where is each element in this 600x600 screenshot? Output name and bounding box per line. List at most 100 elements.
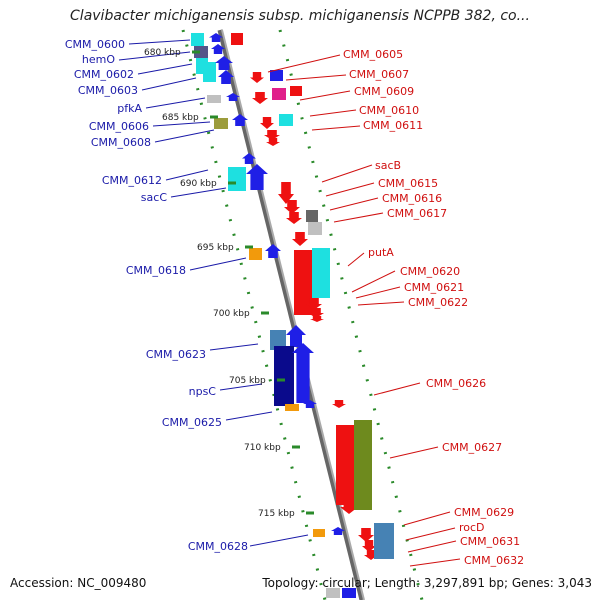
leader-line (351, 270, 396, 293)
leader-line (145, 97, 206, 109)
gene-box (214, 118, 228, 129)
forward-gene-label: CMM_0623 (146, 348, 206, 361)
forward-gene-label: CMM_0625 (162, 416, 222, 429)
reverse-gene-label: CMM_0615 (378, 177, 438, 190)
gene-box (249, 248, 262, 260)
leader-line (219, 383, 263, 391)
reverse-gene-label: CMM_0616 (382, 192, 442, 205)
gene-arrow (284, 200, 300, 214)
gene-box (308, 222, 322, 235)
gene-arrow (215, 56, 233, 70)
reverse-gene-label: rocD (459, 521, 485, 534)
reverse-gene-label: CMM_0605 (343, 48, 403, 61)
topology-text: Topology: circular; Length: 3,297,891 bp… (262, 576, 592, 590)
gene-box (313, 529, 325, 537)
reverse-gene-label: CMM_0622 (408, 296, 468, 309)
gene-arrow (332, 400, 346, 408)
gene-arrow (226, 93, 240, 101)
gene-box (312, 248, 330, 298)
gene-arrow (362, 540, 376, 552)
gene-box (228, 167, 246, 191)
leader-line (409, 558, 461, 567)
leader-line (225, 411, 273, 421)
leader-line (249, 534, 309, 547)
leader-line (333, 212, 384, 223)
forward-gene-label: hemO (82, 53, 115, 66)
gene-box (342, 588, 356, 598)
gene-box (207, 95, 221, 103)
leader-line (347, 252, 365, 267)
gene-arrow (340, 500, 358, 514)
gene-arrow (306, 298, 322, 310)
leader-line (141, 77, 197, 91)
leader-line (137, 63, 193, 75)
gene-arrow (278, 182, 294, 204)
gene-box (272, 88, 286, 100)
gene-box (270, 330, 286, 350)
gene-arrow (252, 92, 268, 104)
leader-line (285, 74, 347, 81)
scale-label: 710 kbp (244, 443, 281, 453)
leader-line (152, 121, 211, 127)
forward-gene-label: CMM_0612 (102, 174, 162, 187)
scale-label: 690 kbp (180, 179, 217, 189)
leader-line (311, 125, 361, 131)
leader-line (165, 169, 209, 181)
reverse-gene-label: CMM_0609 (354, 85, 414, 98)
scale-label: 700 kbp (213, 309, 250, 319)
reverse-gene-label: CMM_0627 (442, 441, 502, 454)
gene-box (194, 46, 208, 58)
leader-line (299, 90, 351, 101)
gene-arrow (264, 130, 280, 140)
gene-arrow (308, 308, 324, 318)
gene-box (336, 425, 356, 505)
gene-arrow (286, 325, 306, 347)
leader-line (325, 182, 375, 197)
gene-box (354, 420, 372, 510)
gene-box (274, 346, 294, 406)
gene-arrow (218, 70, 234, 84)
leader-line (154, 129, 215, 143)
gene-box (294, 250, 314, 315)
leader-lines (118, 39, 461, 567)
gene-arrow (250, 72, 264, 83)
forward-gene-label: CMM_0602 (74, 68, 134, 81)
reverse-gene-label: CMM_0626 (426, 377, 486, 390)
reverse-gene-label: sacB (375, 159, 401, 172)
reverse-gene-label: CMM_0610 (359, 104, 419, 117)
gene-arrow (232, 114, 248, 126)
gene-arrow (303, 400, 317, 408)
reverse-gene-label: CMM_0621 (404, 281, 464, 294)
accession-text: Accession: NC_009480 (10, 576, 147, 590)
reverse-gene-label: CMM_0611 (363, 119, 423, 132)
forward-gene-label: CMM_0628 (188, 540, 248, 553)
gene-arrow (292, 232, 308, 246)
forward-gene-label: CMM_0608 (91, 136, 151, 149)
gene-arrow (242, 153, 256, 164)
leader-line (189, 257, 247, 271)
leader-line (309, 109, 357, 117)
gene-box (231, 33, 243, 45)
reverse-gene-label: putA (368, 246, 394, 259)
leader-line (118, 51, 191, 61)
gene-box (191, 33, 204, 46)
gene-features (191, 33, 394, 598)
gene-box (374, 523, 394, 559)
scale-label: 685 kbp (162, 113, 199, 123)
reverse-gene-label: CMM_0617 (387, 207, 447, 220)
reverse-gene-label: CMM_0620 (400, 265, 460, 278)
leader-line (128, 39, 191, 45)
scale-label: 695 kbp (197, 243, 234, 253)
scale-label: 715 kbp (258, 509, 295, 519)
forward-gene-label: CMM_0618 (126, 264, 186, 277)
leader-line (209, 343, 259, 351)
leader-line (403, 511, 451, 526)
gene-arrow (266, 138, 280, 146)
forward-gene-label: CMM_0603 (78, 84, 138, 97)
gene-arrow (292, 343, 314, 403)
leader-line (170, 187, 227, 198)
gene-box (285, 404, 299, 411)
leader-line (355, 286, 401, 299)
leader-line (329, 197, 379, 211)
gene-arrow (331, 527, 345, 535)
